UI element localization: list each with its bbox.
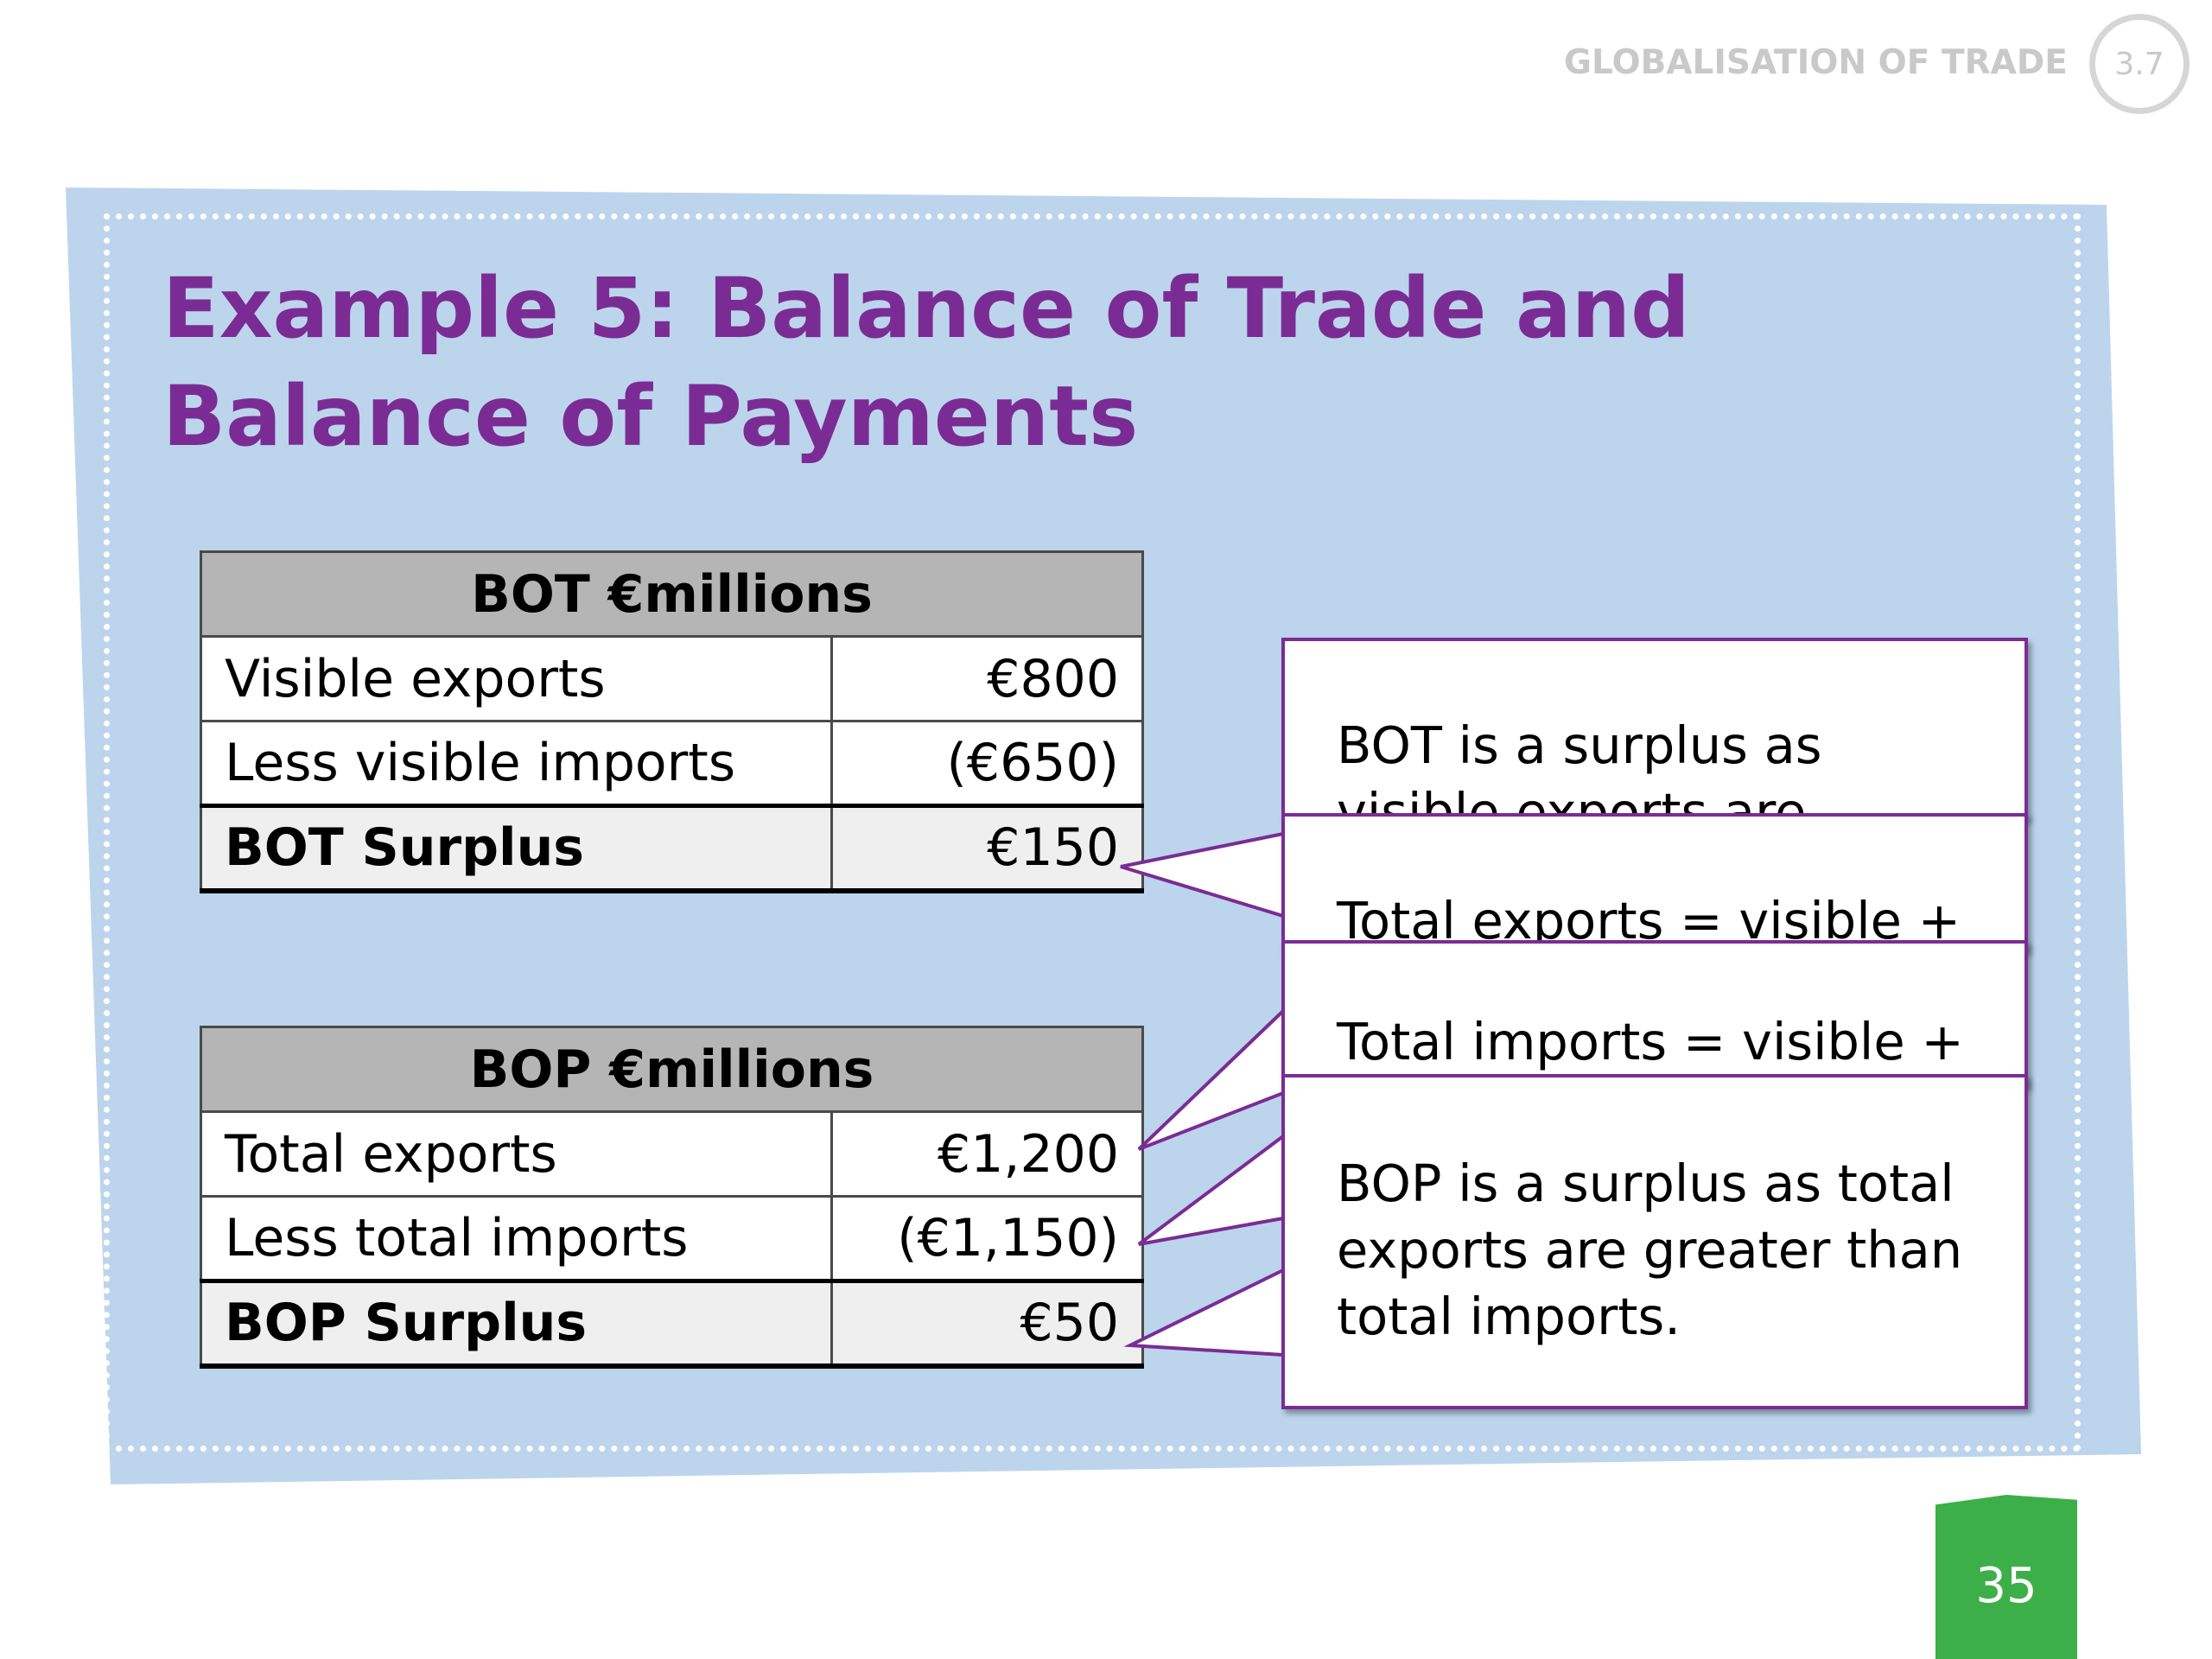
row-label: Total exports — [200, 1110, 833, 1198]
callout-total-imports: Total imports = visible + — [1281, 940, 2028, 1087]
table-row: Less total imports (€1,150) — [200, 1195, 1144, 1282]
callout-total-exports: Total exports = visible + — [1281, 813, 2028, 951]
callout-text: BOT is a surplus as visible exports are … — [1337, 715, 1822, 819]
table-row: Less visible imports (€650) — [200, 720, 1144, 807]
row-value: €800 — [830, 635, 1144, 722]
callout-text: BOP is a surplus as total exports are gr… — [1337, 1154, 1963, 1346]
callout-bot-surplus: BOT is a surplus as visible exports are … — [1281, 638, 2028, 819]
total-value: €150 — [830, 804, 1144, 893]
callout-text: Total exports = visible + — [1337, 891, 1961, 950]
bop-table: BOP €millions Total exports €1,200 Less … — [200, 1026, 1144, 1369]
row-label: Less visible imports — [200, 720, 833, 807]
section-number-badge: 3.7 — [2089, 14, 2190, 114]
table-header-row: BOP €millions — [200, 1026, 1144, 1113]
section-title: GLOBALISATION OF TRADE — [1564, 43, 2068, 82]
row-value: (€650) — [830, 720, 1144, 807]
page-number-tab: 35 — [1936, 1495, 2077, 1659]
board-dotted-border — [104, 213, 2081, 1452]
table-header-row: BOT €millions — [200, 550, 1144, 638]
page-number: 35 — [1975, 1557, 2037, 1614]
total-value: €50 — [830, 1279, 1144, 1369]
table-total-row: BOT Surplus €150 — [200, 804, 1144, 893]
total-label: BOT Surplus — [200, 804, 833, 893]
total-label: BOP Surplus — [200, 1279, 833, 1369]
row-label: Less total imports — [200, 1195, 833, 1282]
callout-text: Total imports = visible + — [1337, 1012, 1964, 1071]
bop-table-header: BOP €millions — [200, 1026, 1144, 1113]
row-value: (€1,150) — [830, 1195, 1144, 1282]
callout-bop-surplus: BOP is a surplus as total exports are gr… — [1281, 1074, 2028, 1409]
bot-table-header: BOT €millions — [200, 550, 1144, 638]
slide-title: Example 5: Balance of Trade and Balance … — [162, 260, 1690, 465]
bot-table: BOT €millions Visible exports €800 Less … — [200, 550, 1144, 893]
table-total-row: BOP Surplus €50 — [200, 1279, 1144, 1369]
row-label: Visible exports — [200, 635, 833, 722]
table-row: Total exports €1,200 — [200, 1110, 1144, 1198]
table-row: Visible exports €800 — [200, 635, 1144, 722]
row-value: €1,200 — [830, 1110, 1144, 1198]
